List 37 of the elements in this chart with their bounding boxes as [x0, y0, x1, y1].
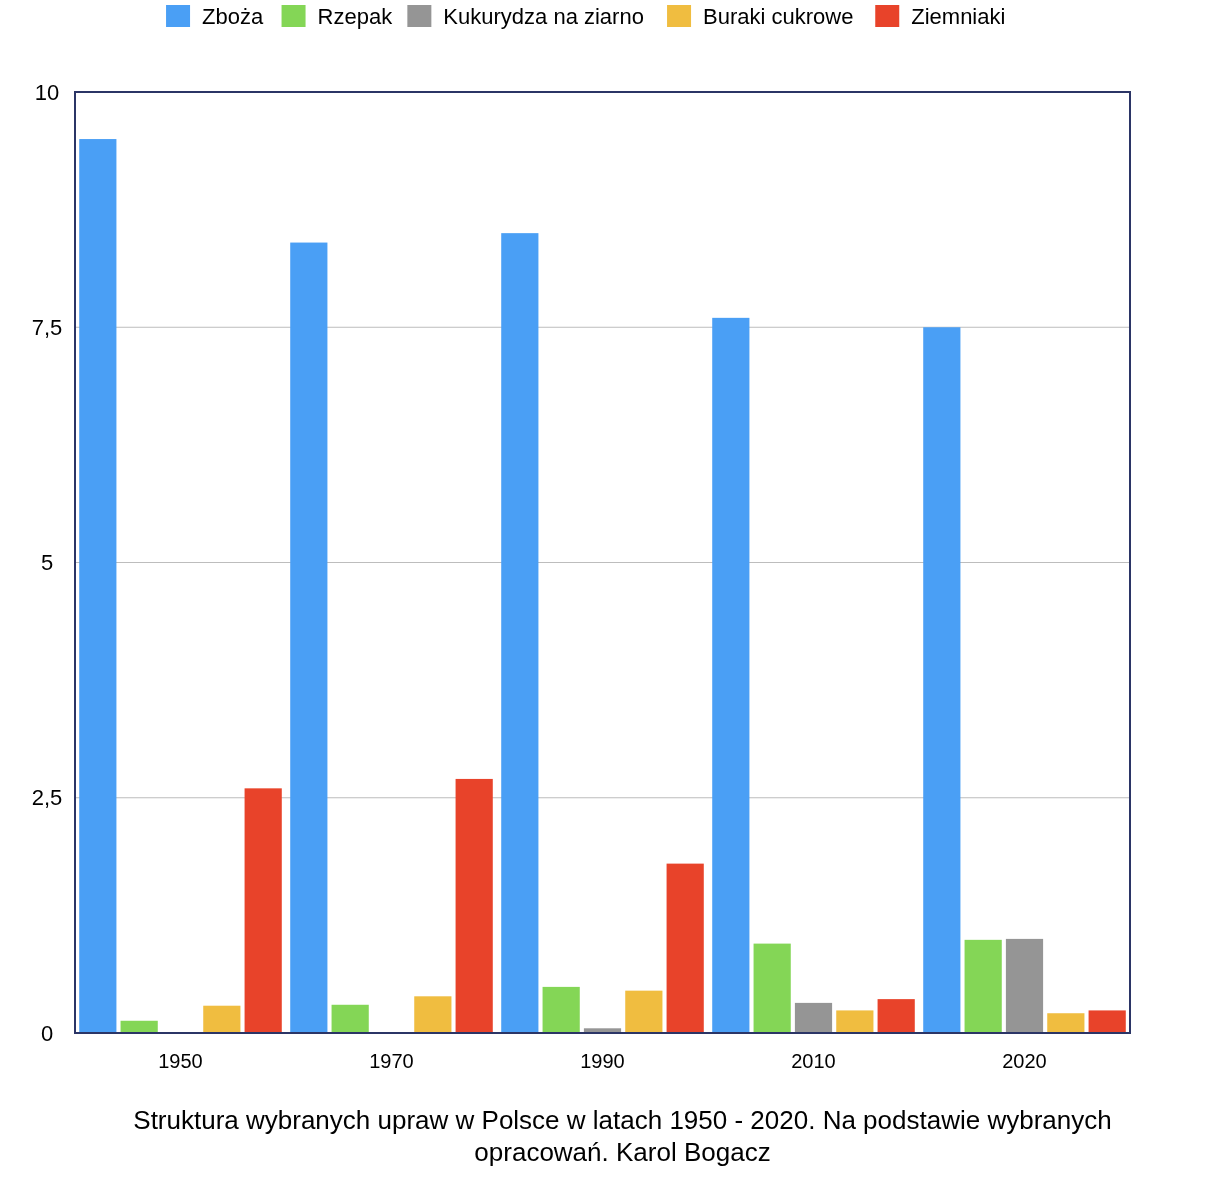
bar: [1005, 938, 1044, 1033]
bar: [666, 863, 704, 1033]
x-tick-label: 1970: [369, 1050, 414, 1072]
bar: [1047, 1013, 1085, 1033]
legend-label: Kukurydza na ziarno: [443, 3, 644, 29]
x-tick-label: 1990: [580, 1050, 625, 1072]
legend-label: Rzepak: [317, 3, 394, 29]
bar: [1088, 1010, 1126, 1033]
text: Struktura wybranych upraw w Polsce w latach 1950 - 2020. Na podstawie wybranych opracowań. Karol Bogacz: [133, 1105, 1112, 1167]
bar: [877, 999, 915, 1033]
x-tick-label: 2020: [1002, 1050, 1047, 1072]
bar: [712, 317, 750, 1033]
bar: [542, 986, 580, 1033]
y-tick-label: 2,5: [31, 785, 63, 811]
bar: [203, 1005, 241, 1033]
bar: [923, 327, 961, 1033]
legend-label: Zboża: [202, 3, 264, 29]
bar: [964, 939, 1002, 1033]
bar: [455, 778, 493, 1033]
x-tick-label: 2010: [791, 1050, 836, 1072]
legend-label: Buraki cukrowe: [703, 3, 854, 29]
legend-label: Ziemniaki: [911, 3, 1006, 29]
bar: [794, 1002, 833, 1033]
y-tick-label: 5: [40, 550, 54, 576]
y-tick-label: 10: [34, 79, 60, 105]
bar: [836, 1010, 874, 1033]
bar: [290, 242, 328, 1033]
y-tick-label: 0: [40, 1020, 54, 1046]
bar: [753, 943, 791, 1033]
bar: [331, 1004, 369, 1033]
bar: [79, 139, 117, 1033]
bar: [414, 996, 452, 1033]
bar: [501, 233, 539, 1033]
y-tick-label: 7,5: [31, 314, 63, 340]
bar: [625, 990, 663, 1033]
bar: [244, 788, 282, 1033]
x-tick-label: 1950: [158, 1050, 203, 1072]
